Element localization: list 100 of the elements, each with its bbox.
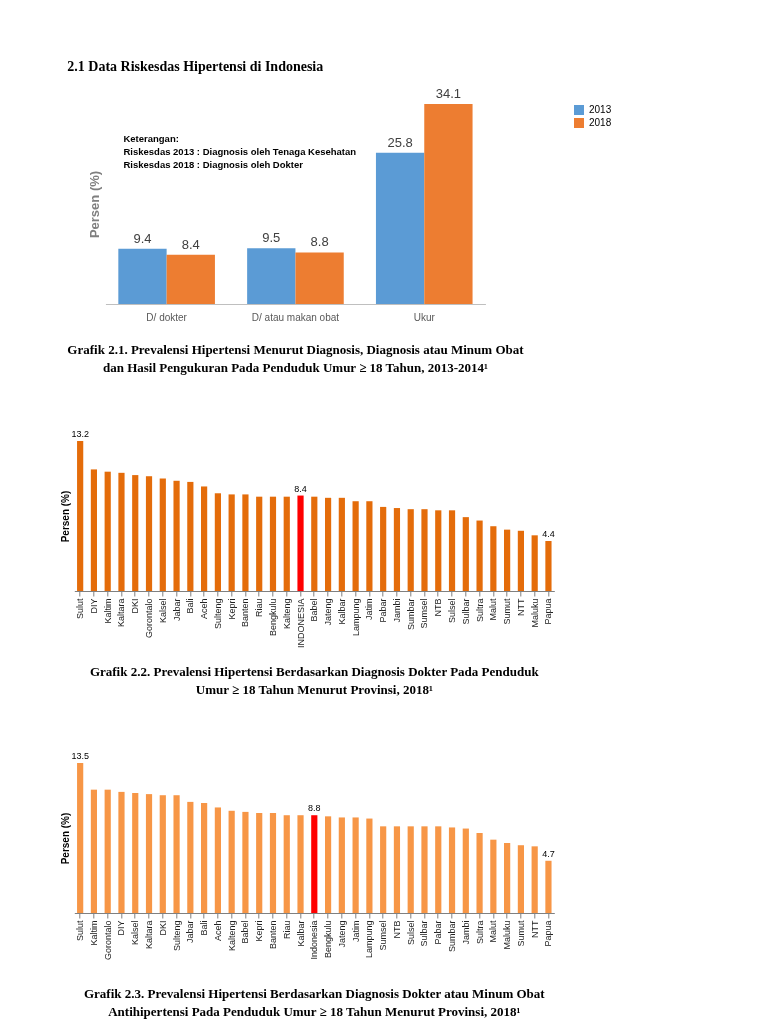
y-axis-title: Persen (%) — [59, 812, 71, 865]
x-tick-label: Sultra — [474, 920, 485, 945]
bar — [242, 494, 249, 591]
bar — [338, 497, 345, 591]
x-tick-label: Maluku — [529, 598, 540, 628]
data-label: 4.4 — [542, 529, 555, 539]
x-tick-label: Jambi — [391, 598, 402, 623]
bar — [366, 501, 373, 591]
x-tick-label: Kalteng — [226, 920, 237, 952]
bar — [311, 496, 318, 591]
x-tick-label: Jateng — [336, 920, 347, 948]
bar — [132, 475, 139, 591]
x-tick-label: Jatim — [364, 598, 375, 621]
data-label: 34.1 — [435, 86, 462, 101]
bar — [545, 541, 552, 591]
bar — [256, 496, 263, 591]
x-tick-label: Banten — [267, 920, 278, 950]
data-label: 9.4 — [133, 230, 152, 246]
bar — [256, 813, 263, 913]
bar — [77, 441, 84, 591]
bar — [283, 815, 290, 913]
bar — [517, 845, 524, 913]
x-tick-label: Papua — [543, 920, 554, 947]
x-tick-label: Sumsel — [419, 598, 430, 629]
x-tick-label: DIY — [88, 598, 99, 614]
x-tick-label: Jabar — [171, 598, 182, 622]
bar — [462, 517, 469, 591]
x-tick-label: Lampung — [364, 920, 375, 959]
legend-label: 2018 — [589, 117, 612, 128]
bar — [448, 827, 456, 913]
bar — [201, 486, 208, 591]
bar — [166, 254, 215, 304]
bar — [269, 813, 277, 913]
x-tick-label: Bengkulu — [267, 598, 278, 637]
bar — [352, 817, 359, 913]
x-tick-label: INDONESIA — [295, 598, 306, 649]
bar — [228, 810, 235, 913]
bar — [504, 529, 511, 591]
bar — [90, 469, 98, 591]
bar — [504, 843, 511, 913]
x-tick-label: Aceh — [199, 598, 210, 620]
bar — [297, 495, 304, 591]
bar — [295, 252, 344, 304]
x-tick-label: Riau — [254, 598, 265, 618]
x-tick-label: D/ dokter — [146, 311, 188, 323]
x-tick-label: Kaltim — [102, 598, 113, 624]
x-tick-label: Sumsel — [378, 920, 389, 951]
x-tick-label: Kaltim — [88, 920, 99, 946]
legend-label: 2013 — [589, 104, 612, 115]
x-tick-label: Malut — [488, 920, 499, 943]
x-tick-label: Ukur — [413, 311, 436, 323]
bar — [435, 510, 442, 591]
x-tick-label: Aceh — [212, 920, 223, 942]
bar — [214, 493, 221, 591]
x-tick-label: Kepri — [226, 598, 237, 620]
bar — [393, 508, 401, 591]
x-tick-label: Pabar — [433, 920, 444, 945]
bar — [545, 860, 552, 913]
bar — [435, 826, 442, 913]
bar — [407, 509, 414, 591]
bar — [242, 811, 249, 913]
bar — [159, 478, 166, 591]
x-tick-label: Kepri — [254, 920, 265, 942]
x-tick-label: Sulut — [75, 598, 86, 620]
x-tick-label: Banten — [240, 598, 251, 628]
x-tick-label: DIY — [116, 920, 127, 936]
x-tick-label: NTB — [391, 920, 402, 939]
bar — [118, 248, 167, 304]
text: Grafik 2.1. Prevalensi Hipertensi Menurut Diagnosis, Diagnosis atau Minum Obat dan Hasil Pengukuran Pada Penduduk Umur ≥ 18 Tahun, 2013-2014¹ — [67, 342, 525, 375]
x-tick-label: Kaltara — [144, 920, 155, 950]
data-label: 8.8 — [308, 803, 321, 814]
bar — [104, 471, 111, 591]
bar — [145, 476, 153, 591]
x-tick-label: Sulbar — [419, 920, 430, 947]
x-tick-label: Lampung — [350, 598, 361, 637]
x-tick-label: Gorontalo — [144, 598, 155, 639]
data-label: 25.8 — [387, 134, 413, 150]
chart-title: 2.1 Data Riskesdas Hipertensi di Indonesia — [67, 59, 324, 74]
data-label: 8.4 — [294, 483, 307, 494]
x-tick-label: Sulsel — [447, 598, 458, 624]
x-tick-label: Sumbar — [405, 598, 416, 631]
bar — [90, 789, 98, 913]
bar — [173, 480, 180, 591]
data-label: 13.5 — [71, 751, 89, 761]
bar — [173, 795, 180, 913]
x-tick-label: Jabar — [185, 920, 196, 944]
x-tick-label: Kalbar — [295, 920, 306, 947]
x-tick-label: NTT — [515, 598, 526, 616]
bar — [476, 520, 483, 591]
x-tick-label: Kaltara — [116, 598, 127, 628]
bar — [187, 801, 194, 913]
bar — [421, 509, 428, 591]
bar — [448, 510, 456, 591]
y-axis-title: Persen (%) — [59, 490, 71, 543]
x-tick-label: Kalsel — [157, 598, 168, 624]
x-tick-label: DKI — [130, 598, 141, 614]
bar — [228, 494, 235, 591]
bar — [462, 828, 469, 913]
x-tick-label: Bali — [199, 920, 210, 936]
bar — [366, 818, 373, 913]
